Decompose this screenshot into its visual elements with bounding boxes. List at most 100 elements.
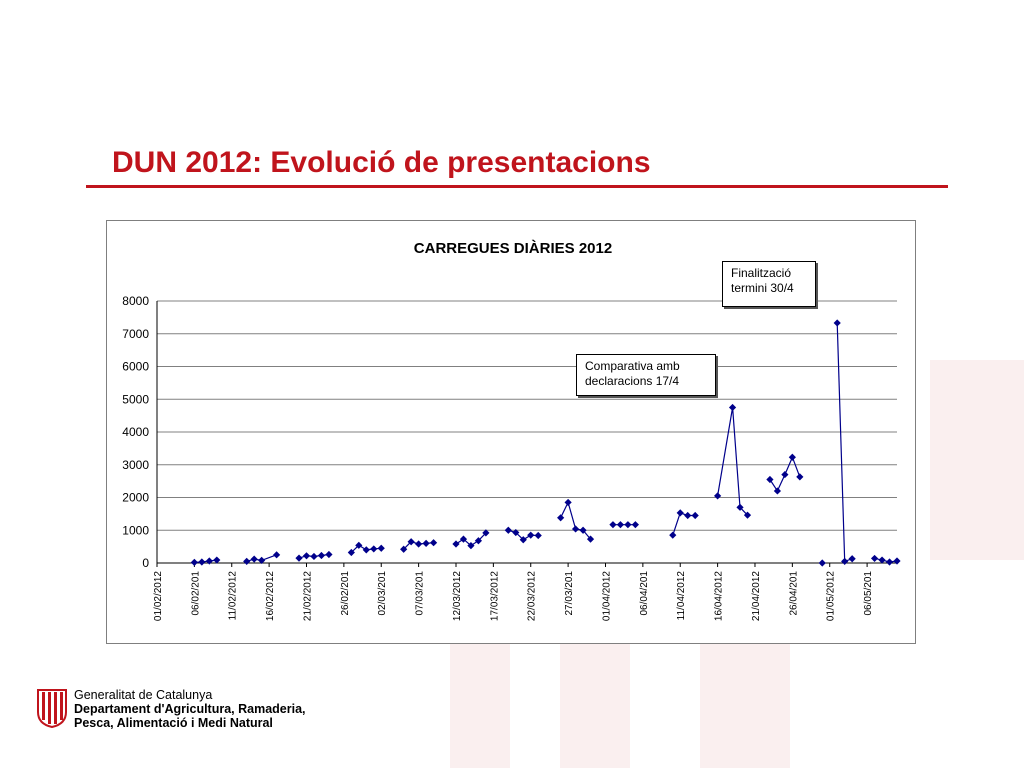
x-tick-label-18: 01/05/2012 bbox=[826, 571, 837, 621]
data-point-61 bbox=[885, 558, 894, 566]
x-tick-label-12: 01/04/2012 bbox=[601, 571, 612, 621]
data-point-11 bbox=[317, 551, 326, 560]
data-point-8 bbox=[295, 554, 303, 562]
data-point-32 bbox=[534, 531, 542, 540]
axes bbox=[156, 301, 897, 567]
callout-finalitzacio-line2: termini 30/4 bbox=[731, 281, 794, 295]
x-tick-label-10: 22/03/2012 bbox=[527, 571, 538, 621]
series-line-segment-9 bbox=[672, 512, 696, 536]
data-point-43 bbox=[676, 509, 684, 517]
footer-line-1: Generalitat de Catalunya bbox=[74, 688, 213, 702]
footer-line-3: Pesca, Alimentació i Medi Natural bbox=[74, 716, 273, 730]
data-point-62 bbox=[893, 557, 901, 565]
series-points bbox=[190, 319, 901, 567]
x-tick-label-19: 06/05/201 bbox=[863, 571, 874, 616]
data-point-28 bbox=[504, 526, 512, 534]
title-underline bbox=[86, 185, 948, 188]
data-point-25 bbox=[467, 542, 475, 550]
callout-comparativa-line1: Comparativa amb bbox=[585, 359, 680, 373]
data-point-4 bbox=[243, 557, 251, 565]
y-tick-label-5: 5000 bbox=[122, 392, 149, 406]
footer-line-2: Departament d'Agricultura, Ramaderia, bbox=[74, 702, 306, 716]
x-tick-label-7: 07/03/201 bbox=[415, 571, 426, 616]
y-tick-label-1: 1000 bbox=[122, 523, 149, 537]
data-point-56 bbox=[833, 319, 841, 327]
x-tick-labels: 01/02/2012 06/02/201 11/02/2012 16/02/2012 2… bbox=[153, 571, 874, 621]
data-point-20 bbox=[415, 540, 423, 548]
data-point-45 bbox=[691, 511, 699, 520]
footer: Generalitat de Catalunya Departament d'A… bbox=[36, 688, 306, 730]
gridlines bbox=[157, 300, 897, 531]
data-point-40 bbox=[624, 521, 632, 529]
data-point-21 bbox=[422, 539, 430, 547]
y-tick-label-6: 6000 bbox=[122, 360, 149, 374]
data-point-13 bbox=[347, 548, 355, 557]
data-point-50 bbox=[766, 475, 774, 484]
x-tick-label-5: 26/02/201 bbox=[340, 571, 351, 616]
series-line-segment-14 bbox=[874, 557, 898, 563]
x-tick-label-14: 11/04/2012 bbox=[676, 571, 687, 621]
x-tick-label-13: 06/04/201 bbox=[639, 571, 650, 616]
series-line-segment-10 bbox=[717, 407, 748, 516]
x-tick-label-3: 16/02/2012 bbox=[265, 571, 276, 621]
data-point-29 bbox=[512, 528, 520, 537]
data-point-22 bbox=[429, 539, 438, 547]
x-tick-label-9: 17/03/2012 bbox=[489, 571, 500, 621]
data-point-10 bbox=[310, 552, 318, 561]
y-tick-label-2: 2000 bbox=[122, 491, 149, 505]
data-point-27 bbox=[482, 529, 490, 537]
data-point-38 bbox=[609, 521, 617, 529]
series-line-segment-13 bbox=[836, 322, 853, 563]
data-point-0 bbox=[190, 558, 198, 566]
data-point-42 bbox=[669, 531, 677, 539]
data-point-1 bbox=[198, 558, 206, 566]
callout-finalitzacio-line1: Finalització bbox=[731, 266, 792, 280]
data-point-49 bbox=[743, 511, 752, 519]
data-point-36 bbox=[579, 526, 587, 534]
data-point-19 bbox=[407, 538, 415, 546]
x-tick-label-15: 16/04/2012 bbox=[714, 571, 725, 621]
data-point-54 bbox=[796, 473, 804, 481]
data-point-34 bbox=[564, 498, 572, 507]
data-point-47 bbox=[728, 403, 737, 412]
data-point-35 bbox=[571, 525, 580, 533]
chart-title: CARREGUES DIÀRIES 2012 bbox=[414, 240, 612, 257]
data-point-51 bbox=[773, 487, 782, 495]
data-point-33 bbox=[557, 514, 565, 522]
data-point-7 bbox=[272, 551, 281, 559]
x-tick-label-0: 01/02/2012 bbox=[153, 571, 164, 621]
data-point-30 bbox=[519, 536, 527, 544]
data-point-2 bbox=[205, 557, 213, 565]
data-point-18 bbox=[400, 545, 408, 553]
series-line-segment-0 bbox=[194, 559, 217, 563]
data-point-57 bbox=[841, 557, 849, 565]
y-tick-label-7: 7000 bbox=[122, 327, 149, 341]
data-point-3 bbox=[213, 556, 221, 564]
y-tick-labels: 0 1000 2000 3000 4000 5000 6000 7000 8000 bbox=[122, 294, 149, 570]
y-tick-label-0: 0 bbox=[142, 556, 149, 570]
callout-comparativa: Comparativa amb declaracions 17/4 bbox=[576, 354, 716, 396]
data-point-15 bbox=[362, 546, 370, 554]
x-tick-label-11: 27/03/201 bbox=[564, 571, 575, 616]
data-point-16 bbox=[370, 545, 378, 553]
callout-comparativa-line2: declaracions 17/4 bbox=[585, 374, 680, 388]
series-line-segment-1 bbox=[246, 554, 277, 562]
y-tick-label-3: 3000 bbox=[122, 458, 149, 472]
data-point-48 bbox=[736, 503, 744, 511]
data-point-26 bbox=[474, 537, 483, 545]
data-point-41 bbox=[631, 521, 639, 529]
data-point-59 bbox=[870, 554, 879, 563]
x-tick-label-4: 21/02/2012 bbox=[302, 571, 313, 621]
y-tick-label-4: 4000 bbox=[122, 425, 149, 439]
series-lines bbox=[194, 322, 898, 563]
data-point-52 bbox=[781, 470, 789, 479]
data-point-17 bbox=[377, 544, 385, 552]
background-decoration-red-4 bbox=[930, 360, 1024, 560]
x-tick-label-6: 02/03/201 bbox=[377, 571, 388, 616]
x-tick-label-8: 12/03/2012 bbox=[452, 571, 463, 621]
data-point-12 bbox=[325, 550, 333, 559]
data-point-14 bbox=[355, 541, 363, 549]
x-tick-label-2: 11/02/2012 bbox=[228, 571, 239, 621]
slide-title: DUN 2012: Evolució de presentacions bbox=[112, 146, 651, 179]
data-point-44 bbox=[684, 511, 692, 520]
